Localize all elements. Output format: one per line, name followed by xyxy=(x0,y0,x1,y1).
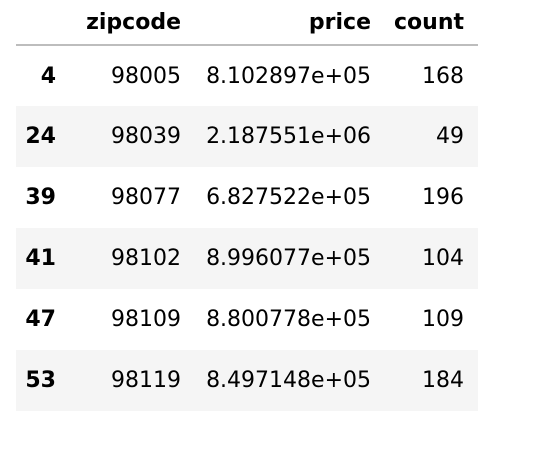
price-cell: 2.187551e+06 xyxy=(206,124,371,149)
count-cell: 104 xyxy=(422,246,464,271)
row-index: 53 xyxy=(25,368,56,393)
count-cell: 196 xyxy=(422,185,464,210)
zipcode-cell: 98102 xyxy=(111,246,181,271)
price-cell: 8.102897e+05 xyxy=(206,63,371,89)
zipcode-cell: 98077 xyxy=(111,185,181,210)
row-index: 47 xyxy=(25,307,56,332)
zipcode-cell: 98039 xyxy=(111,124,181,149)
dataframe-table: zipcode price count 4 98005 8.102897e+05… xyxy=(16,0,478,411)
column-header-price: price xyxy=(195,0,385,46)
zipcode-cell: 98005 xyxy=(111,63,181,89)
price-cell: 8.996077e+05 xyxy=(206,246,371,271)
table-row: 39 98077 6.827522e+05 196 xyxy=(16,167,478,228)
table-row: 24 98039 2.187551e+06 49 xyxy=(16,106,478,167)
row-index: 24 xyxy=(25,124,56,149)
count-cell: 168 xyxy=(422,63,464,89)
row-index: 39 xyxy=(25,185,56,210)
zipcode-cell: 98109 xyxy=(111,307,181,332)
dataframe-output: zipcode price count 4 98005 8.102897e+05… xyxy=(16,0,478,411)
table-row: 4 98005 8.102897e+05 168 xyxy=(16,45,478,106)
price-cell: 6.827522e+05 xyxy=(206,185,371,210)
index-header xyxy=(16,0,70,46)
count-cell: 49 xyxy=(436,124,464,149)
header-row: zipcode price count xyxy=(16,0,478,46)
row-index: 4 xyxy=(40,63,56,89)
column-header-zipcode: zipcode xyxy=(70,0,195,46)
price-cell: 8.497148e+05 xyxy=(206,368,371,393)
count-cell: 109 xyxy=(422,307,464,332)
column-header-count: count xyxy=(385,0,478,46)
table-body: 4 98005 8.102897e+05 168 24 98039 2.1875… xyxy=(16,45,478,411)
count-cell: 184 xyxy=(422,368,464,393)
row-index: 41 xyxy=(25,246,56,271)
table-header: zipcode price count xyxy=(16,0,478,46)
table-row: 53 98119 8.497148e+05 184 xyxy=(16,350,478,411)
price-cell: 8.800778e+05 xyxy=(206,307,371,332)
table-row: 47 98109 8.800778e+05 109 xyxy=(16,289,478,350)
zipcode-cell: 98119 xyxy=(111,368,181,393)
table-row: 41 98102 8.996077e+05 104 xyxy=(16,228,478,289)
